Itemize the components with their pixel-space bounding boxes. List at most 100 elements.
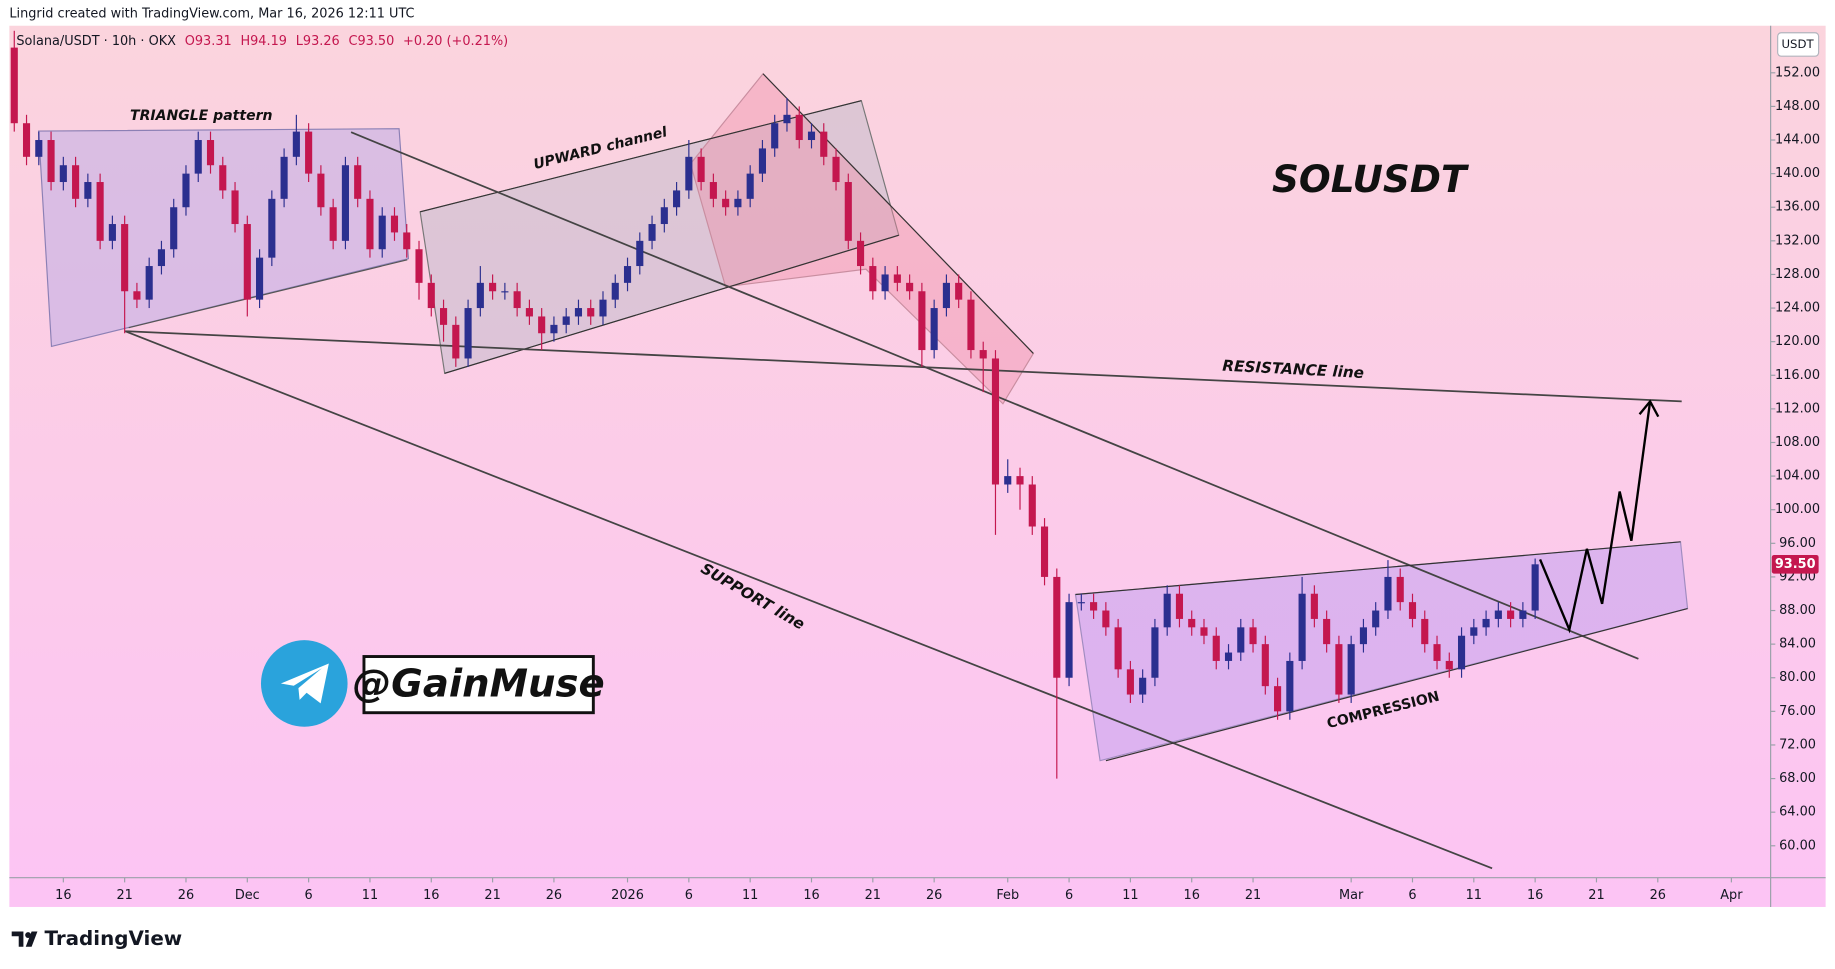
y-tick-label: 108.00 xyxy=(1775,435,1820,450)
candle-body xyxy=(35,140,43,157)
symbol-legend: Solana/USDT · 10h · OKX O93.31 H94.19 L9… xyxy=(16,33,508,48)
symbol: Solana/USDT · 10h · OKX xyxy=(16,33,176,48)
candle-body xyxy=(256,257,264,300)
x-tick-label: 11 xyxy=(742,888,758,903)
candle-body xyxy=(648,224,656,241)
logo-mark xyxy=(11,931,38,947)
candle-body xyxy=(1126,669,1134,695)
candle-body xyxy=(280,156,288,199)
handle: @GainMuse xyxy=(353,661,605,706)
candle-body xyxy=(1053,576,1061,678)
candle-body xyxy=(783,114,791,124)
candle-body xyxy=(1139,677,1147,695)
candle-body xyxy=(476,282,484,309)
currency: USDT xyxy=(1781,37,1814,51)
axes: 60.00 64.00 68.00 72.00 76.00 80.00 84.00 88.00… xyxy=(55,65,1820,902)
candle-body xyxy=(955,282,963,300)
candle-body xyxy=(108,224,116,241)
x-tick-label: 26 xyxy=(178,888,194,903)
candle-body xyxy=(182,173,190,208)
y-tick-label: 136.00 xyxy=(1775,200,1820,215)
candle-body xyxy=(403,232,411,250)
channel-bottom xyxy=(444,234,899,374)
candle-body xyxy=(1016,476,1024,485)
candle-body xyxy=(636,240,644,267)
y-tick-label: 112.00 xyxy=(1775,401,1820,416)
candle-body xyxy=(1249,627,1257,645)
x-tick-label: 11 xyxy=(362,888,378,903)
candle-body xyxy=(734,198,742,208)
x-tick-label: 26 xyxy=(1650,888,1666,903)
candle-body xyxy=(1286,660,1294,712)
candle-body xyxy=(243,224,251,300)
logo-dot xyxy=(25,932,32,938)
x-tick-label: Mar xyxy=(1339,888,1364,903)
candle-body xyxy=(930,308,938,351)
candle-body xyxy=(1494,610,1502,619)
support-line xyxy=(124,330,1493,870)
candle-body xyxy=(121,224,129,292)
candle-body xyxy=(501,291,509,293)
candle-body xyxy=(219,165,227,191)
triangle-zone xyxy=(37,128,410,348)
x-tick-label: 21 xyxy=(865,888,881,903)
y-tick-label: 116.00 xyxy=(1775,368,1820,383)
candle-body xyxy=(170,207,178,250)
candle-body xyxy=(206,140,215,166)
candle-body xyxy=(881,274,889,292)
handle-box xyxy=(362,655,595,715)
x-tick-label: 16 xyxy=(1527,888,1543,903)
candle-body xyxy=(979,350,987,359)
candle-body xyxy=(550,324,558,334)
candle-body xyxy=(1359,627,1367,645)
x-tick-label: Dec xyxy=(235,888,260,903)
candle-body xyxy=(758,148,766,174)
candle-body xyxy=(942,282,950,309)
candle-body xyxy=(538,316,546,334)
candle-body xyxy=(231,190,239,225)
y-tick-label: 132.00 xyxy=(1775,233,1820,248)
candle-body xyxy=(1372,610,1380,628)
x-tick-label: 11 xyxy=(1466,888,1482,903)
candle-body xyxy=(59,165,67,183)
x-tick-label: 21 xyxy=(1245,888,1261,903)
x-tick-label: 16 xyxy=(423,888,439,903)
candle-body xyxy=(268,198,276,258)
candle-body xyxy=(991,358,1000,485)
candle-body xyxy=(10,47,18,124)
y-tick-label: 144.00 xyxy=(1775,133,1820,148)
candle-body xyxy=(820,131,828,157)
candle-body xyxy=(562,316,570,325)
candle-body xyxy=(599,299,607,317)
candle-body xyxy=(1114,627,1122,670)
credit: Lingrid created with TradingView.com, Ma… xyxy=(9,7,414,22)
candle-body xyxy=(1445,660,1453,670)
candle-body xyxy=(1212,635,1220,661)
x-tick-label: 6 xyxy=(1408,888,1416,903)
candle-body xyxy=(587,308,595,317)
y-tick-label: 68.00 xyxy=(1779,771,1816,786)
candle-body xyxy=(1151,627,1159,678)
candle-body xyxy=(354,165,362,199)
candle-body xyxy=(574,308,583,317)
candle-body xyxy=(1175,593,1184,619)
projection-arrowhead xyxy=(1638,399,1660,418)
candle-body xyxy=(1077,602,1085,604)
candle-body xyxy=(697,156,705,183)
last-price-label: 93.50 xyxy=(1775,557,1816,572)
candle-body xyxy=(415,249,423,283)
candle-body xyxy=(464,308,472,359)
chart-title: SOLUSDT xyxy=(1272,157,1469,201)
candle-body xyxy=(673,190,681,208)
currency-box[interactable] xyxy=(1777,32,1820,57)
candle-body xyxy=(1396,576,1404,603)
candle-body xyxy=(452,324,460,359)
telegram-plane xyxy=(280,663,329,704)
candle-body xyxy=(1470,627,1478,636)
candle-body xyxy=(1421,618,1429,645)
candle-body xyxy=(685,156,693,191)
candle-body xyxy=(1028,484,1036,527)
candle-body xyxy=(1384,576,1392,611)
y-tick-label: 124.00 xyxy=(1775,301,1820,316)
